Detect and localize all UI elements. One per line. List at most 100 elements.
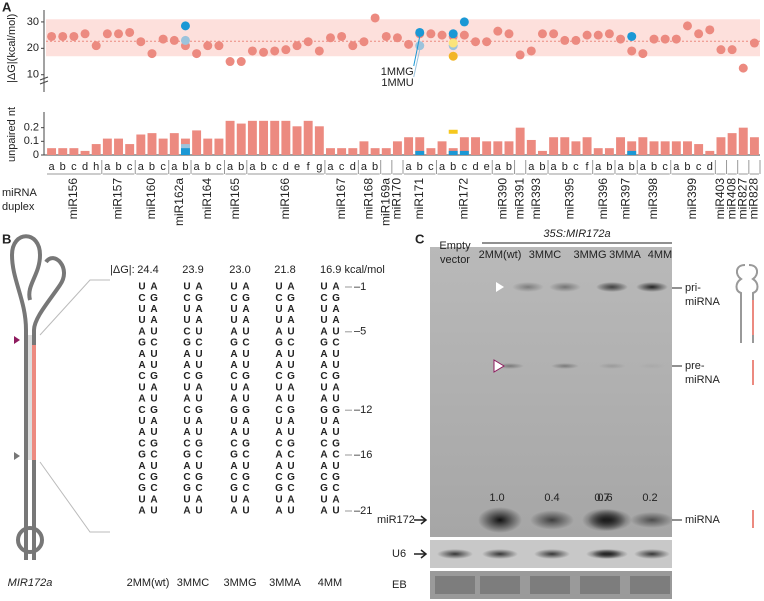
x-tick-label: c: [71, 161, 77, 173]
bar: [359, 141, 369, 155]
x-tick-label: c: [428, 161, 434, 173]
nucleotide: U: [320, 494, 327, 505]
nucleotide: G: [242, 405, 250, 416]
group-label: miR172: [457, 178, 471, 220]
bar: [448, 150, 458, 155]
pre-band: [598, 363, 626, 369]
nucleotide: C: [320, 371, 327, 382]
nucleotide: A: [230, 360, 237, 371]
x-tick-label: c: [127, 161, 133, 173]
nucleotide: A: [150, 382, 157, 393]
group-label: miR160: [144, 178, 158, 220]
nucleotide: U: [230, 304, 237, 315]
nucleotide: G: [195, 405, 203, 416]
nucleotide: A: [138, 461, 145, 472]
x-tick-label: c: [696, 161, 702, 173]
point: [682, 21, 692, 31]
nucleotide: G: [150, 293, 158, 304]
nucleotide: U: [195, 360, 202, 371]
bar: [114, 138, 123, 155]
nucleotide: G: [287, 405, 295, 416]
nucleotide: C: [195, 483, 202, 494]
x-tick-label: g: [316, 161, 322, 173]
nucleotide: A: [230, 349, 237, 360]
bar: [326, 148, 335, 155]
bar: [415, 137, 425, 155]
nucleotide: G: [195, 293, 203, 304]
bar: [381, 148, 391, 155]
nucleotide: A: [275, 326, 282, 337]
probe-label: EB: [392, 579, 407, 591]
point: [281, 45, 291, 55]
nucleotide: U: [275, 282, 282, 293]
group-label: miR166: [278, 178, 292, 220]
point: [325, 33, 335, 43]
construct-label: 3MMG: [224, 577, 257, 589]
nucleotide: U: [195, 349, 202, 360]
nucleotide: U: [138, 304, 145, 315]
point: [448, 38, 458, 48]
nucleotide: G: [183, 450, 191, 461]
nucleotide: A: [320, 461, 327, 472]
bar: [247, 120, 257, 155]
point: [582, 30, 592, 40]
point: [515, 50, 525, 60]
point: [649, 34, 659, 44]
lane-label: vector: [440, 254, 470, 266]
nucleotide: A: [320, 360, 327, 371]
x-tick-label: c: [662, 161, 668, 173]
nucleotide: U: [320, 315, 327, 326]
point: [549, 29, 559, 39]
panel-label: A: [2, 0, 12, 14]
nucleotide: G: [230, 405, 238, 416]
panel-label: B: [2, 231, 11, 246]
x-tick-label: a: [227, 161, 234, 173]
x-tick-label: a: [49, 161, 56, 173]
point: [292, 41, 302, 51]
x-tick-label: c: [339, 161, 345, 173]
nucleotide: A: [320, 450, 327, 461]
nucleotide: C: [183, 472, 190, 483]
nucleotide: G: [275, 483, 283, 494]
nucleotide: U: [230, 282, 237, 293]
y-tick-label: 20: [27, 42, 39, 54]
nucleotide: A: [242, 282, 249, 293]
group-label: miR397: [618, 178, 632, 220]
group-label: miR398: [646, 178, 660, 220]
point: [158, 34, 168, 44]
y-tick-label: 10: [27, 69, 39, 81]
point: [392, 33, 402, 43]
point: [627, 31, 637, 41]
band-label: miRNA: [685, 374, 720, 386]
nucleotide: A: [320, 506, 327, 517]
nucleotide: A: [183, 461, 190, 472]
bar: [649, 141, 659, 155]
zoom-line: [39, 461, 110, 533]
bar: [47, 148, 57, 155]
bar: [515, 127, 525, 155]
bar: [471, 137, 480, 155]
bar: [627, 150, 637, 155]
nucleotide: A: [242, 494, 249, 505]
nucleotide: G: [230, 338, 238, 349]
position-label: –5: [354, 326, 366, 338]
nucleotide: G: [320, 405, 328, 416]
nucleotide: A: [287, 382, 294, 393]
nucleotide: U: [332, 360, 339, 371]
nucleotide: C: [230, 438, 237, 449]
nucleotide: G: [320, 483, 328, 494]
nucleotide: U: [230, 315, 237, 326]
bar: [537, 150, 547, 155]
group-label: miR395: [563, 178, 577, 220]
nucleotide: C: [275, 438, 282, 449]
x-tick-label: a: [673, 161, 680, 173]
x-tick-label: a: [439, 161, 446, 173]
nucleotide: A: [287, 494, 294, 505]
nucleotide: G: [195, 438, 203, 449]
probe-label: U6: [392, 548, 406, 560]
point: [738, 63, 748, 73]
position-label: –16: [354, 449, 372, 461]
point: [147, 49, 157, 59]
nucleotide: A: [138, 326, 145, 337]
